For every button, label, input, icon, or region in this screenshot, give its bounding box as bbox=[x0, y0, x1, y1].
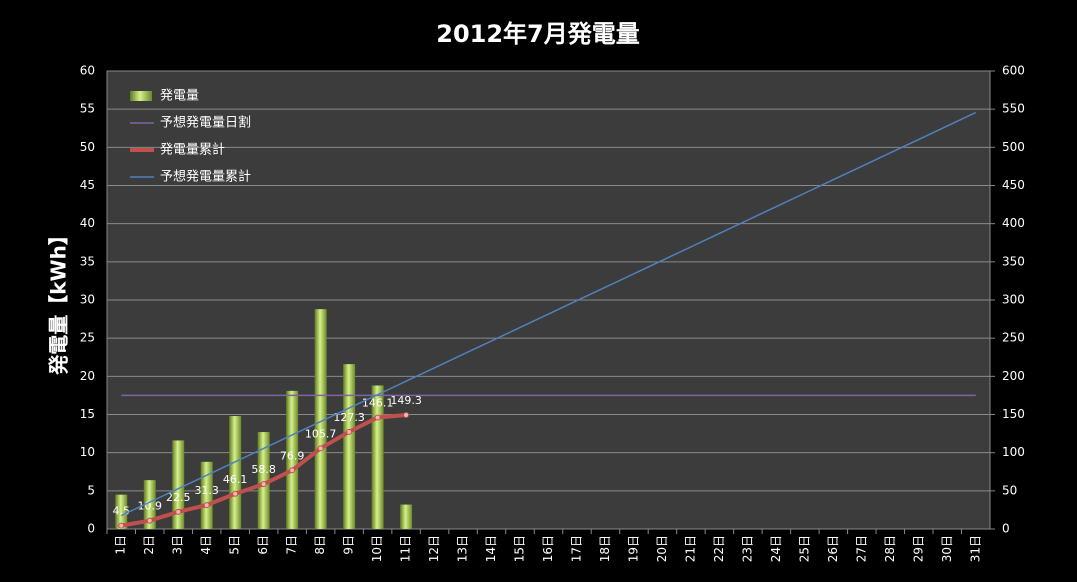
y2-tick-label: 550 bbox=[1002, 102, 1025, 116]
x-tick-label: 6日 bbox=[256, 535, 270, 555]
y-tick-label: 55 bbox=[80, 102, 95, 116]
x-tick-label: 23日 bbox=[740, 535, 754, 562]
y-tick-label: 35 bbox=[80, 254, 95, 268]
marker bbox=[403, 412, 410, 419]
data-label: 127.3 bbox=[333, 411, 365, 424]
marker bbox=[175, 508, 182, 515]
x-tick-label: 13日 bbox=[456, 535, 470, 562]
data-label: 146.1 bbox=[362, 396, 394, 409]
data-label: 46.1 bbox=[223, 473, 248, 486]
marker bbox=[346, 428, 353, 435]
y-tick-label: 50 bbox=[80, 140, 95, 154]
x-tick-label: 29日 bbox=[911, 535, 925, 562]
x-tick-label: 18日 bbox=[598, 535, 612, 562]
y-tick-label: 15 bbox=[80, 407, 95, 421]
bar bbox=[115, 494, 128, 529]
y-tick-label: 0 bbox=[87, 522, 95, 536]
marker bbox=[260, 481, 267, 488]
marker bbox=[374, 414, 381, 421]
x-tick-label: 8日 bbox=[313, 535, 327, 555]
bar bbox=[172, 440, 185, 529]
y2-tick-label: 600 bbox=[1002, 64, 1025, 78]
chart-title: 2012年7月発電量 bbox=[436, 20, 640, 48]
y2-tick-label: 50 bbox=[1002, 483, 1017, 497]
x-tick-label: 12日 bbox=[427, 535, 441, 562]
marker bbox=[317, 445, 324, 452]
x-tick-label: 9日 bbox=[342, 535, 356, 555]
x-tick-label: 7日 bbox=[285, 535, 299, 555]
bar bbox=[200, 461, 213, 529]
y2-tick-label: 300 bbox=[1002, 293, 1025, 307]
x-tick-label: 26日 bbox=[826, 535, 840, 562]
data-label: 10.9 bbox=[137, 500, 162, 513]
legend-label: 予想発電量日割 bbox=[160, 115, 251, 131]
y2-tick-label: 400 bbox=[1002, 216, 1025, 230]
y-tick-label: 60 bbox=[80, 64, 95, 78]
x-tick-label: 28日 bbox=[883, 535, 897, 562]
y2-tick-label: 450 bbox=[1002, 178, 1025, 192]
x-tick-label: 15日 bbox=[513, 535, 527, 562]
marker bbox=[146, 517, 153, 524]
legend-label: 予想発電量累計 bbox=[160, 169, 251, 185]
y2-tick-label: 0 bbox=[1002, 522, 1010, 536]
x-tick-label: 31日 bbox=[968, 535, 982, 562]
x-tick-label: 21日 bbox=[683, 535, 697, 562]
bar bbox=[343, 364, 356, 529]
y-tick-label: 30 bbox=[80, 293, 95, 307]
bar bbox=[143, 480, 156, 529]
x-tick-label: 17日 bbox=[569, 535, 583, 562]
bar bbox=[314, 309, 327, 529]
x-tick-label: 25日 bbox=[797, 535, 811, 562]
y-tick-label: 10 bbox=[80, 445, 95, 459]
data-label: 58.8 bbox=[251, 463, 276, 476]
data-label: 31.3 bbox=[194, 484, 219, 497]
y2-tick-label: 250 bbox=[1002, 331, 1025, 345]
x-tick-label: 22日 bbox=[712, 535, 726, 562]
data-label: 4.5 bbox=[112, 505, 130, 518]
x-tick-label: 2日 bbox=[142, 535, 156, 555]
bar bbox=[257, 432, 270, 529]
y-tick-label: 25 bbox=[80, 331, 95, 345]
y2-tick-label: 500 bbox=[1002, 140, 1025, 154]
marker bbox=[203, 502, 210, 509]
bar bbox=[286, 390, 299, 529]
x-tick-label: 10日 bbox=[370, 535, 384, 562]
bar bbox=[371, 385, 384, 529]
x-tick-label: 19日 bbox=[626, 535, 640, 562]
marker bbox=[118, 522, 125, 529]
x-tick-label: 30日 bbox=[940, 535, 954, 562]
legend-label: 発電量 bbox=[160, 89, 199, 104]
data-label: 76.9 bbox=[280, 449, 305, 462]
x-tick-label: 24日 bbox=[769, 535, 783, 562]
x-tick-label: 3日 bbox=[171, 535, 185, 555]
bar bbox=[400, 504, 413, 529]
data-label: 105.7 bbox=[305, 427, 337, 440]
y-tick-label: 5 bbox=[87, 483, 95, 497]
x-tick-label: 14日 bbox=[484, 535, 498, 562]
x-tick-label: 1日 bbox=[114, 535, 128, 555]
line bbox=[120, 111, 977, 517]
y2-tick-label: 200 bbox=[1002, 369, 1025, 383]
x-tick-label: 20日 bbox=[655, 535, 669, 562]
y2-tick-label: 350 bbox=[1002, 254, 1025, 268]
y2-tick-label: 100 bbox=[1002, 445, 1025, 459]
y-axis-label: 発電量【kWh】 bbox=[47, 225, 71, 376]
y-tick-label: 20 bbox=[80, 369, 95, 383]
legend-label: 発電量累計 bbox=[160, 142, 225, 158]
data-label: 22.5 bbox=[166, 491, 191, 504]
bar bbox=[229, 416, 242, 529]
y-tick-label: 40 bbox=[80, 216, 95, 230]
x-tick-label: 11日 bbox=[399, 535, 413, 562]
y-tick-label: 45 bbox=[80, 178, 95, 192]
legend-swatch bbox=[130, 91, 152, 101]
marker bbox=[289, 467, 296, 474]
y2-tick-label: 150 bbox=[1002, 407, 1025, 421]
x-tick-label: 27日 bbox=[854, 535, 868, 562]
x-tick-label: 16日 bbox=[541, 535, 555, 562]
marker bbox=[232, 490, 239, 497]
x-tick-label: 4日 bbox=[199, 535, 213, 555]
data-label: 149.3 bbox=[390, 394, 422, 407]
x-tick-label: 5日 bbox=[228, 535, 242, 555]
